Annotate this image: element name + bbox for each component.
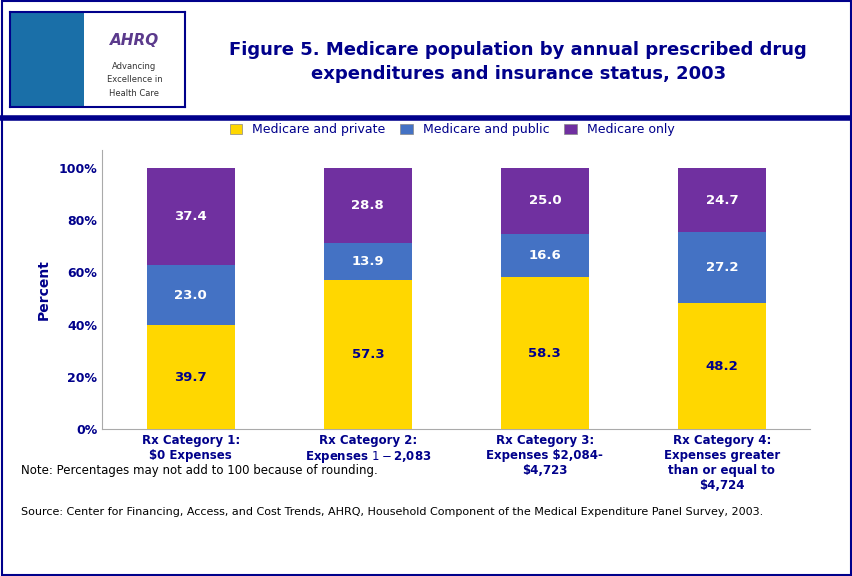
Text: 27.2: 27.2	[705, 262, 737, 274]
Text: Excellence in: Excellence in	[106, 75, 162, 85]
Y-axis label: Percent: Percent	[37, 259, 50, 320]
Bar	[147, 266, 235, 325]
Text: 37.4: 37.4	[175, 210, 207, 223]
Text: 16.6: 16.6	[528, 249, 561, 262]
Bar	[676, 232, 765, 304]
Bar	[10, 12, 83, 107]
Legend: Medicare and private, Medicare and public, Medicare only: Medicare and private, Medicare and publi…	[224, 118, 679, 141]
Bar	[147, 325, 235, 429]
Text: 39.7: 39.7	[175, 371, 207, 384]
Bar	[676, 168, 765, 232]
Text: 48.2: 48.2	[705, 359, 737, 373]
Text: 57.3: 57.3	[351, 348, 383, 361]
Text: Figure 5. Medicare population by annual prescribed drug
expenditures and insuran: Figure 5. Medicare population by annual …	[229, 41, 806, 83]
Text: 13.9: 13.9	[351, 255, 383, 268]
Text: 58.3: 58.3	[528, 347, 561, 359]
Bar	[500, 234, 589, 277]
Bar	[500, 277, 589, 429]
Bar	[147, 168, 235, 266]
Text: 25.0: 25.0	[528, 195, 561, 207]
Bar	[323, 279, 412, 429]
Text: 24.7: 24.7	[705, 194, 737, 207]
Bar	[323, 243, 412, 279]
Text: 23.0: 23.0	[175, 289, 207, 302]
Bar	[676, 304, 765, 429]
Text: Source: Center for Financing, Access, and Cost Trends, AHRQ, Household Component: Source: Center for Financing, Access, an…	[21, 507, 763, 517]
Bar	[83, 12, 185, 107]
Text: Advancing: Advancing	[112, 62, 156, 71]
Bar	[323, 168, 412, 243]
Text: Health Care: Health Care	[109, 89, 159, 98]
Text: Note: Percentages may not add to 100 because of rounding.: Note: Percentages may not add to 100 bec…	[21, 464, 377, 477]
Text: 28.8: 28.8	[351, 199, 383, 212]
Text: AHRQ: AHRQ	[110, 32, 158, 48]
Bar	[500, 168, 589, 234]
